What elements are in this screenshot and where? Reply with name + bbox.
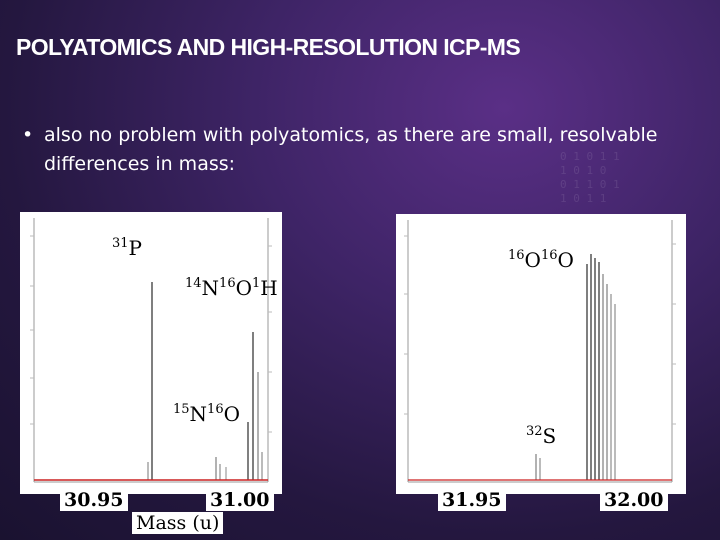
left-spectrum-plot — [30, 218, 272, 483]
peak-label-14N16O1H: 14N16O1H — [185, 276, 278, 300]
peak-label-32S: 32S — [526, 424, 557, 448]
right-x-end-label: 32.00 — [600, 489, 668, 511]
right-spectrum-panel: 16O16O 32S — [396, 214, 686, 494]
left-x-start-label: 30.95 — [60, 489, 128, 511]
x-axis-title: Mass (u) — [132, 512, 224, 534]
left-x-end-label: 31.00 — [206, 489, 274, 511]
right-x-start-label: 31.95 — [438, 489, 506, 511]
peak-label-31P: 31P — [112, 236, 143, 260]
slide-title: POLYATOMICS AND HIGH-RESOLUTION ICP-MS — [16, 34, 521, 60]
left-spectrum-panel: 31P 14N16O1H 15N16O — [20, 212, 282, 494]
bullet-text: also no problem with polyatomics, as the… — [44, 124, 658, 175]
peak-label-15N16O: 15N16O — [173, 402, 240, 426]
peak-label-16O16O: 16O16O — [508, 248, 574, 272]
right-spectrum-plot — [404, 220, 676, 483]
bullet-dot: • — [22, 124, 34, 146]
